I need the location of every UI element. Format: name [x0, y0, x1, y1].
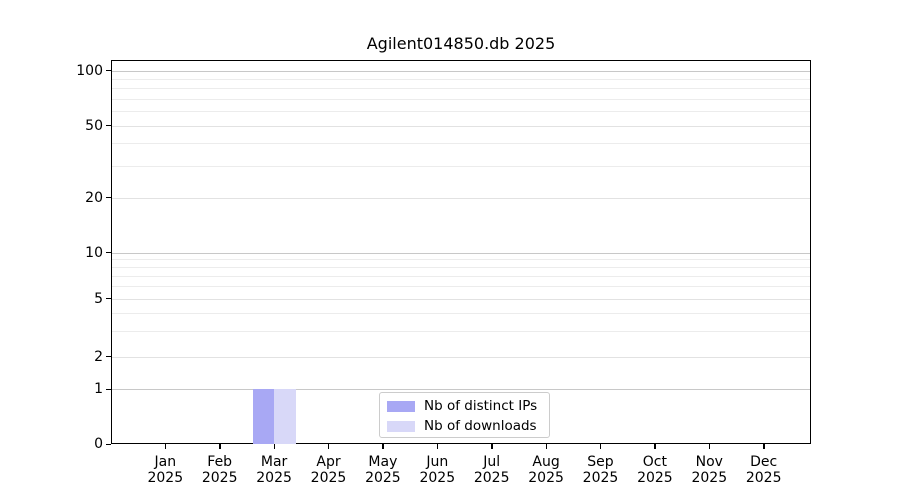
x-tick-month: Jul — [483, 454, 501, 470]
x-tick-jan — [164, 444, 167, 449]
x-tick-label-mar: Mar 2025 — [242, 454, 306, 486]
legend: Nb of distinct IPs Nb of downloads — [379, 392, 550, 438]
bar-distinct-ips-mar — [252, 389, 275, 444]
gridline-y-5 — [112, 298, 810, 300]
x-tick-label-feb: Feb 2025 — [188, 454, 252, 486]
x-tick-label-jul: Jul 2025 — [460, 454, 524, 486]
y-tick-2 — [106, 356, 111, 358]
legend-item-distinct-ips: Nb of distinct IPs — [387, 396, 549, 416]
x-tick-month: Feb — [207, 454, 233, 470]
y-tick-label-2: 2 — [94, 348, 103, 365]
y-tick-0 — [106, 443, 111, 445]
x-tick-label-jun: Jun 2025 — [405, 454, 469, 486]
legend-label-distinct-ips: Nb of distinct IPs — [424, 398, 538, 414]
gridline-y-100 — [112, 70, 810, 72]
x-tick-mar — [273, 444, 275, 449]
x-tick-label-sep: Sep 2025 — [569, 454, 633, 486]
x-tick-year: 2025 — [310, 470, 347, 486]
bar-downloads-mar — [274, 389, 296, 444]
legend-label-downloads: Nb of downloads — [424, 418, 537, 434]
y-tick-20 — [106, 197, 111, 199]
x-tick-jul — [491, 444, 493, 449]
gridline-y-minor-60 — [112, 111, 810, 113]
x-tick-label-jan: Jan 2025 — [133, 454, 197, 486]
x-tick-month: Nov — [695, 454, 723, 470]
gridline-y-minor-70 — [112, 98, 810, 100]
gridline-y-minor-8 — [112, 267, 810, 269]
x-tick-month: Jan — [154, 454, 177, 470]
x-tick-year: 2025 — [365, 470, 401, 486]
gridline-y-minor-3 — [112, 330, 810, 332]
x-tick-year: 2025 — [745, 470, 782, 486]
gridline-y-minor-40 — [112, 143, 810, 145]
y-tick-label-0: 0 — [94, 436, 103, 452]
x-tick-year: 2025 — [147, 470, 184, 486]
x-tick-label-apr: Apr 2025 — [297, 454, 361, 486]
x-tick-month: Jun — [426, 454, 449, 470]
x-tick-month: Dec — [750, 454, 778, 470]
y-tick-10 — [106, 252, 111, 254]
y-tick-label-20: 20 — [85, 189, 103, 206]
x-tick-year: 2025 — [473, 470, 510, 486]
x-tick-feb — [219, 444, 221, 449]
x-tick-year: 2025 — [201, 470, 238, 486]
chart-title: Agilent014850.db 2025 — [366, 34, 556, 53]
x-tick-month: Mar — [260, 454, 288, 470]
gridline-y-minor-6 — [112, 286, 810, 288]
x-tick-label-nov: Nov 2025 — [677, 454, 741, 486]
y-tick-label-100: 100 — [76, 62, 103, 79]
x-tick-label-dec: Dec 2025 — [732, 454, 796, 486]
legend-item-downloads: Nb of downloads — [387, 416, 549, 436]
legend-swatch-downloads-icon — [387, 420, 415, 432]
gridline-y-20 — [112, 197, 810, 199]
plot-area: 0 1 2 5 10 20 50 100 Jan 2025 Feb 2025 Mar 2025 Apr 202… — [76, 60, 811, 486]
x-tick-month: Sep — [587, 454, 614, 470]
legend-swatch-distinct-ips-icon — [387, 400, 415, 412]
x-tick-year: 2025 — [419, 470, 456, 486]
x-tick-apr — [328, 444, 330, 449]
x-tick-label-aug: Aug 2025 — [514, 454, 578, 486]
x-tick-year: 2025 — [528, 470, 564, 486]
x-tick-nov — [708, 444, 711, 449]
gridline-y-minor-80 — [112, 88, 810, 90]
x-tick-year: 2025 — [691, 470, 728, 486]
x-tick-label-oct: Oct 2025 — [623, 454, 687, 486]
x-tick-label-may: May 2025 — [351, 454, 415, 486]
x-tick-year: 2025 — [582, 470, 619, 486]
gridline-y-minor-9 — [112, 259, 810, 261]
x-tick-may — [382, 444, 384, 449]
y-tick-label-5: 5 — [94, 290, 103, 307]
x-tick-month: Apr — [316, 454, 341, 470]
x-tick-month: Aug — [532, 454, 560, 470]
y-tick-100 — [106, 70, 111, 72]
x-tick-jun — [436, 444, 439, 449]
y-tick-label-50: 50 — [85, 117, 103, 134]
x-tick-dec — [763, 444, 765, 449]
gridline-y-minor-90 — [112, 78, 810, 80]
gridline-y-50 — [112, 125, 810, 127]
gridline-y-minor-30 — [112, 165, 810, 167]
x-tick-month: May — [368, 454, 398, 470]
x-tick-aug — [545, 444, 547, 449]
y-tick-1 — [106, 388, 111, 390]
gridline-y-minor-4 — [112, 312, 810, 314]
gridline-y-minor-7 — [112, 276, 810, 278]
y-tick-label-10: 10 — [85, 244, 103, 261]
gridline-y-10 — [112, 252, 810, 254]
y-tick-label-1: 1 — [94, 381, 103, 397]
gridline-y-1 — [112, 389, 810, 390]
x-tick-year: 2025 — [637, 470, 673, 486]
x-tick-sep — [600, 444, 602, 449]
gridline-y-2 — [112, 356, 810, 358]
x-tick-year: 2025 — [256, 470, 292, 486]
y-tick-50 — [106, 125, 111, 127]
y-tick-5 — [106, 298, 111, 300]
x-tick-month: Oct — [642, 454, 667, 470]
x-tick-oct — [654, 444, 656, 449]
